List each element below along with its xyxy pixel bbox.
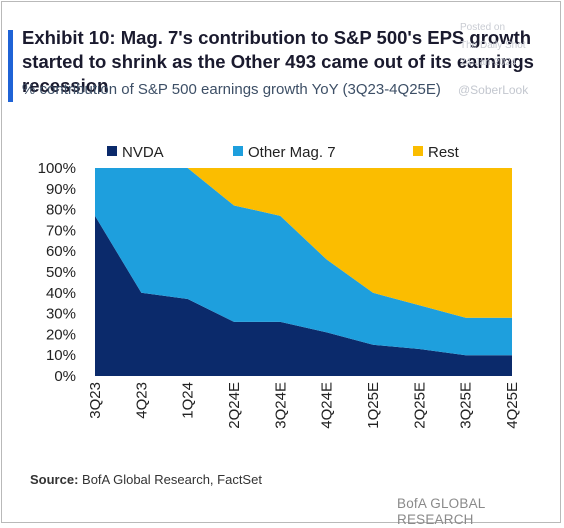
watermark-date: 24-Jan-2024 [460, 57, 517, 68]
footer-brand: BofA GLOBAL RESEARCH [397, 496, 485, 527]
watermark-posted: Posted on [460, 22, 506, 33]
y-tick-label: 90% [46, 181, 76, 198]
legend-label: Rest [428, 144, 460, 161]
legend-swatch [413, 146, 423, 156]
y-tick-label: 70% [46, 222, 76, 239]
x-tick-label: 4Q23 [133, 382, 150, 419]
y-tick-label: 30% [46, 306, 76, 323]
y-tick-label: 60% [46, 243, 76, 260]
x-tick-label: 3Q25E [458, 382, 475, 429]
watermark-handle: @SoberLook [458, 83, 529, 97]
x-tick-label: 3Q23 [87, 382, 104, 419]
y-tick-label: 40% [46, 285, 76, 302]
source-label: Source: [30, 472, 79, 487]
y-tick-label: 100% [38, 160, 76, 177]
x-tick-label: 4Q24E [319, 382, 336, 429]
chart-subtitle: % contribution of S&P 500 earnings growt… [22, 81, 441, 98]
y-tick-label: 10% [46, 347, 76, 364]
x-tick-label: 2Q24E [226, 382, 243, 429]
legend-label: Other Mag. 7 [248, 144, 336, 161]
area-rest [95, 168, 512, 318]
y-tick-label: 80% [46, 202, 76, 219]
y-tick-label: 0% [54, 368, 76, 385]
area-nvda [95, 215, 512, 376]
legend-swatch [107, 146, 117, 156]
x-tick-label: 2Q25E [411, 382, 428, 429]
watermark-source: The Daily Shot [460, 40, 526, 51]
x-tick-label: 3Q24E [272, 382, 289, 429]
y-tick-label: 20% [46, 326, 76, 343]
x-tick-label: 1Q24 [180, 382, 197, 419]
source-text: BofA Global Research, FactSet [78, 472, 262, 487]
area-other-mag-7 [95, 168, 512, 356]
legend-item-nvda: NVDA [107, 144, 164, 161]
legend-swatch [233, 146, 243, 156]
chart-title: Exhibit 10: Mag. 7's contribution to S&P… [22, 27, 534, 96]
x-tick-label: 4Q25E [504, 382, 521, 429]
legend-label: NVDA [122, 144, 164, 161]
source-note: Source: BofA Global Research, FactSet [30, 472, 262, 488]
legend-item-other-mag-7: Other Mag. 7 [233, 144, 336, 161]
y-tick-label: 50% [46, 264, 76, 281]
legend-item-rest: Rest [413, 144, 460, 161]
title-accent-bar [8, 30, 13, 102]
x-tick-label: 1Q25E [365, 382, 382, 429]
